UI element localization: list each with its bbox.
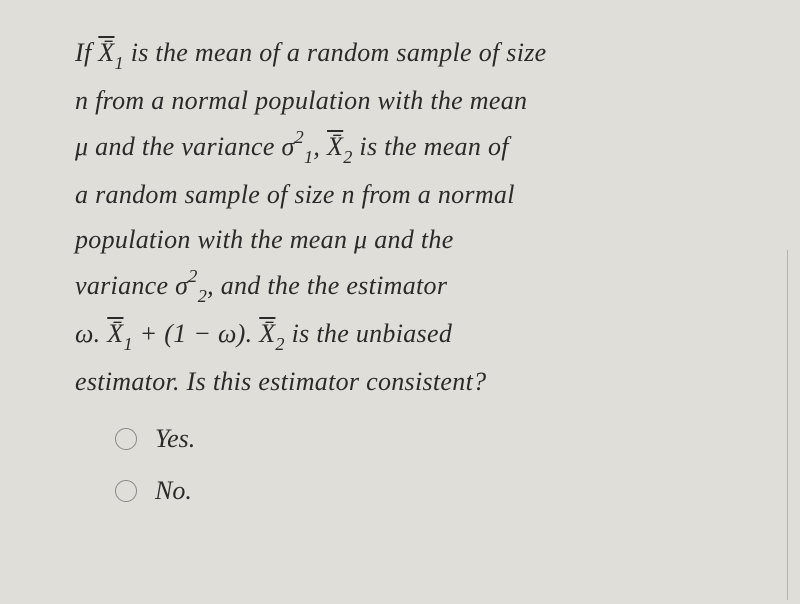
text-fragment: is the unbiased bbox=[285, 319, 452, 348]
question-line-5: population with the mean μ and the bbox=[75, 217, 750, 263]
option-no[interactable]: No. bbox=[115, 476, 750, 506]
text-fragment: If bbox=[75, 38, 98, 67]
option-label: Yes. bbox=[155, 424, 195, 454]
question-line-8: estimator. Is this estimator consistent? bbox=[75, 359, 750, 405]
radio-circle-icon bbox=[115, 480, 137, 502]
text-fragment: is the mean of bbox=[353, 132, 509, 161]
question-line-1: If X̄1 is the mean of a random sample of… bbox=[75, 30, 750, 78]
subscript: 1 bbox=[304, 147, 313, 167]
overline-x: X̄ bbox=[259, 319, 275, 348]
edge-divider bbox=[787, 250, 788, 600]
text-fragment: μ and the variance σ bbox=[75, 132, 295, 161]
subscript: 1 bbox=[123, 334, 132, 354]
question-line-7: ω. X̄1 + (1 − ω). X̄2 is the unbiased bbox=[75, 311, 750, 359]
options-group: Yes. No. bbox=[75, 424, 750, 506]
x1-bar-2: X̄1 bbox=[107, 319, 133, 348]
text-fragment: is the mean of a random sample of size bbox=[124, 38, 547, 67]
text-fragment: , bbox=[313, 132, 327, 161]
x2-bar: X̄2 bbox=[327, 132, 353, 161]
question-line-4: a random sample of size n from a normal bbox=[75, 172, 750, 218]
overline-x: X̄ bbox=[98, 38, 114, 67]
option-yes[interactable]: Yes. bbox=[115, 424, 750, 454]
text-fragment: + (1 − ω). bbox=[133, 319, 259, 348]
x2-bar-2: X̄2 bbox=[259, 319, 285, 348]
subscript: 2 bbox=[343, 147, 352, 167]
question-line-6: variance σ22, and the the estimator bbox=[75, 263, 750, 311]
superscript: 2 bbox=[295, 127, 304, 147]
option-label: No. bbox=[155, 476, 192, 506]
question-line-2: n from a normal population with the mean bbox=[75, 78, 750, 124]
subscript: 1 bbox=[114, 53, 123, 73]
x1-bar: X̄1 bbox=[98, 38, 124, 67]
subscript: 2 bbox=[275, 334, 284, 354]
text-fragment: , and the the estimator bbox=[207, 271, 447, 300]
subscript: 2 bbox=[198, 286, 207, 306]
text-fragment: ω. bbox=[75, 319, 107, 348]
question-text: If X̄1 is the mean of a random sample of… bbox=[75, 30, 750, 404]
text-fragment: variance σ bbox=[75, 271, 188, 300]
overline-x: X̄ bbox=[107, 319, 123, 348]
superscript: 2 bbox=[188, 266, 197, 286]
overline-x: X̄ bbox=[327, 132, 343, 161]
radio-circle-icon bbox=[115, 428, 137, 450]
question-line-3: μ and the variance σ21, X̄2 is the mean … bbox=[75, 124, 750, 172]
